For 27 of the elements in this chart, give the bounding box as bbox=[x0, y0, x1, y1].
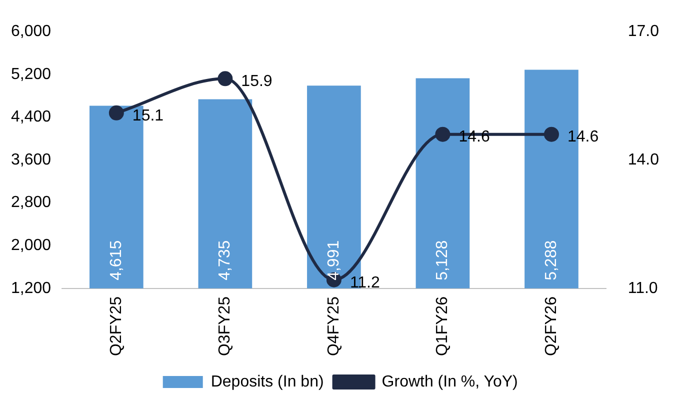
y-tick-label: 5,200 bbox=[10, 66, 52, 83]
x-tick-label: Q3FY25 bbox=[216, 296, 234, 356]
data-label: 4,991 bbox=[325, 240, 342, 280]
data-label: 4,735 bbox=[216, 240, 234, 280]
legend-label: Growth (In %, YoY) bbox=[382, 373, 518, 390]
data-label: 15.9 bbox=[241, 73, 272, 90]
x-tick-label: Q2FY26 bbox=[542, 296, 560, 356]
x-tick-label: Q2FY25 bbox=[108, 296, 125, 356]
point bbox=[108, 105, 124, 120]
point bbox=[544, 126, 559, 142]
legend-label: Deposits (In bn) bbox=[210, 373, 324, 390]
y-tick-label: 1,200 bbox=[10, 280, 52, 297]
x-tick-label: Q4FY25 bbox=[325, 296, 342, 356]
y-tick-label: 2,000 bbox=[10, 237, 52, 254]
y2-tick-label: 11.0 bbox=[628, 280, 658, 297]
y-tick-label: 3,600 bbox=[10, 151, 52, 168]
data-label: 4,615 bbox=[108, 240, 125, 280]
point bbox=[435, 126, 450, 142]
y2-tick-label: 17.0 bbox=[628, 23, 660, 40]
point bbox=[218, 71, 233, 86]
y2-tick-label: 14.0 bbox=[628, 151, 660, 168]
data-label: 5,128 bbox=[434, 240, 452, 280]
data-label: 5,288 bbox=[542, 240, 560, 280]
y-tick-label: 6,000 bbox=[10, 23, 52, 40]
y-tick-label: 4,400 bbox=[10, 108, 52, 126]
y-tick-label: 2,800 bbox=[10, 194, 52, 212]
x-tick-label: Q1FY26 bbox=[434, 296, 452, 356]
